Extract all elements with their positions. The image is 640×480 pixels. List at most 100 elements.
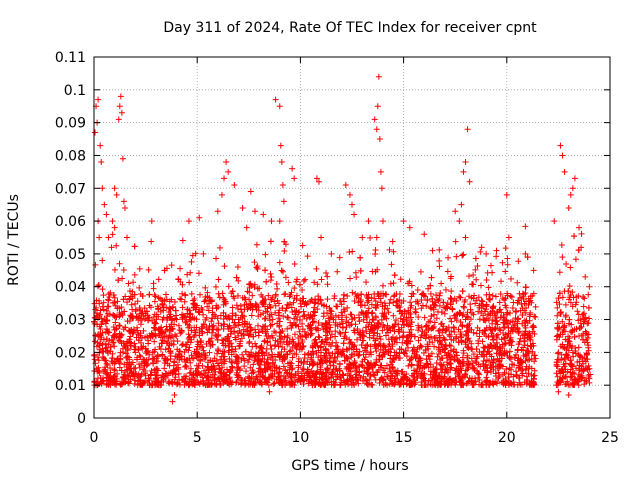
- data-point-cloud: [346, 365, 353, 372]
- data-point-cloud: [221, 378, 228, 385]
- data-point-cloud: [480, 312, 487, 319]
- data-point-cloud: [327, 362, 334, 369]
- data-point-cloud: [311, 279, 318, 286]
- data-point: [379, 218, 386, 225]
- data-point-cloud: [566, 283, 573, 290]
- data-point-cloud: [346, 249, 353, 256]
- data-point-cloud: [276, 259, 283, 266]
- data-point-cloud: [497, 327, 504, 334]
- data-point: [276, 218, 283, 225]
- data-point-cloud: [365, 305, 372, 312]
- data-point-cloud: [116, 323, 123, 330]
- data-point-cloud: [385, 309, 392, 316]
- data-point-cloud: [308, 296, 315, 303]
- data-point-cloud: [470, 281, 477, 288]
- data-point-cloud: [188, 327, 195, 334]
- data-point-cloud: [166, 332, 173, 339]
- data-point-cloud: [425, 352, 432, 359]
- data-point-cloud: [427, 290, 434, 297]
- data-point-cloud: [159, 297, 166, 304]
- data-point-cloud: [226, 369, 233, 376]
- data-point-cloud: [237, 342, 243, 349]
- data-point-cloud: [524, 254, 531, 261]
- data-point-cloud: [180, 312, 187, 319]
- data-point: [297, 332, 304, 339]
- data-point: [115, 116, 122, 123]
- data-point-cloud: [338, 351, 345, 358]
- data-point-cloud: [565, 347, 572, 354]
- data-point-cloud: [128, 342, 135, 349]
- data-point-cloud: [331, 292, 338, 299]
- data-point-cloud: [110, 312, 117, 319]
- data-point-cloud: [515, 315, 522, 322]
- data-point-cloud: [340, 340, 347, 347]
- data-point-cloud: [487, 342, 494, 349]
- data-point-cloud: [563, 381, 570, 388]
- data-point-cloud: [103, 307, 110, 314]
- data-point-cloud: [189, 355, 196, 362]
- data-point-cloud: [271, 370, 278, 377]
- data-point-cloud: [117, 349, 124, 356]
- data-point-cloud: [380, 342, 387, 349]
- data-point-cloud: [527, 309, 534, 316]
- data-point-cloud: [486, 357, 493, 364]
- data-point: [99, 185, 106, 192]
- data-point-cloud: [279, 327, 286, 334]
- data-point-cloud: [369, 309, 376, 316]
- data-point-cloud: [360, 310, 367, 317]
- data-point-cloud: [183, 363, 190, 370]
- data-point-cloud: [140, 366, 147, 373]
- data-point-cloud: [389, 238, 396, 245]
- data-point-cloud: [125, 361, 132, 368]
- data-point: [194, 349, 201, 356]
- data-point-cloud: [503, 379, 510, 386]
- data-point-cloud: [387, 280, 394, 287]
- data-point-cloud: [328, 374, 335, 381]
- data-point-cloud: [579, 374, 586, 381]
- data-point-cloud: [106, 293, 113, 300]
- data-point-cloud: [351, 358, 358, 365]
- data-point-cloud: [287, 373, 294, 380]
- data-point-cloud: [225, 343, 232, 350]
- data-point-cloud: [153, 365, 160, 372]
- data-point-cloud: [458, 333, 465, 340]
- data-point-cloud: [434, 382, 441, 389]
- data-point-cloud: [265, 333, 272, 340]
- data-point-cloud: [373, 359, 380, 366]
- data-point-cloud: [258, 344, 265, 351]
- data-point-cloud: [479, 351, 486, 358]
- data-point-cloud: [323, 339, 330, 346]
- data-point-cloud: [158, 330, 165, 337]
- data-point-cloud: [275, 343, 282, 350]
- data-point-cloud: [453, 317, 460, 324]
- data-point-cloud: [324, 273, 331, 280]
- data-point-cloud: [228, 363, 235, 370]
- data-point-cloud: [405, 344, 412, 351]
- data-point-cloud: [252, 326, 259, 333]
- data-point: [462, 159, 469, 166]
- data-point-cloud: [92, 360, 99, 367]
- data-point-cloud: [477, 282, 484, 289]
- data-point: [460, 168, 467, 175]
- data-point-cloud: [181, 356, 188, 363]
- data-point-cloud: [103, 326, 110, 333]
- data-point-cloud: [523, 317, 530, 324]
- data-point-cloud: [232, 312, 239, 319]
- data-point-cloud: [425, 285, 432, 292]
- data-point-cloud: [209, 341, 216, 348]
- data-point-cloud: [132, 343, 139, 350]
- data-point-cloud: [483, 374, 490, 381]
- data-point-cloud: [330, 366, 337, 373]
- data-point-cloud: [446, 353, 453, 360]
- data-point-cloud: [268, 273, 275, 280]
- data-point-cloud: [431, 311, 438, 318]
- data-point-cloud: [155, 276, 162, 283]
- data-point-cloud: [205, 367, 212, 374]
- data-point-cloud: [151, 338, 158, 345]
- data-point-cloud: [494, 355, 501, 362]
- data-point-cloud: [362, 324, 369, 331]
- data-point-cloud: [391, 328, 398, 335]
- data-point-cloud: [348, 311, 355, 318]
- data-point-cloud: [280, 313, 287, 320]
- data-point-cloud: [262, 315, 269, 322]
